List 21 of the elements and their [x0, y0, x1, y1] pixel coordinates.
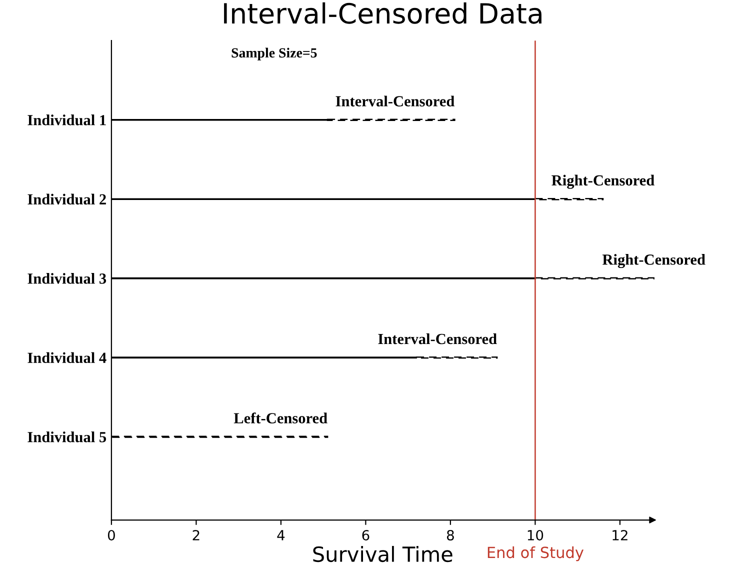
- y-tick-label: Individual 3: [28, 273, 106, 284]
- ref-line-label: End of Study: [488, 546, 584, 562]
- y-tick-label: Individual 1: [28, 114, 106, 126]
- chart-title: Interval-Censored Data: [224, 2, 542, 24]
- annotation: Left-Censored: [234, 412, 328, 424]
- x-tick-label: 10: [528, 530, 544, 540]
- y-tick-label: Individual 2: [28, 194, 106, 205]
- annotation: Interval-Censored: [378, 333, 497, 344]
- x-tick-label: 0: [108, 530, 115, 540]
- x-tick-label: 2: [192, 530, 200, 540]
- annotation: Right-Censored: [552, 174, 654, 189]
- y-tick-label: Individual 4: [28, 352, 106, 364]
- x-axis-title: Survival Time: [313, 546, 452, 562]
- x-tick-label: 12: [612, 530, 628, 540]
- y-tick-label: Individual 5: [28, 432, 106, 442]
- annotation: Right-Censored: [602, 254, 706, 268]
- annotation: Sample Size=5: [232, 48, 317, 60]
- x-tick-label: 4: [277, 530, 285, 540]
- x-tick-label: 8: [446, 530, 454, 540]
- annotation: Interval-Censored: [336, 96, 455, 106]
- x-tick-label: 6: [362, 530, 370, 540]
